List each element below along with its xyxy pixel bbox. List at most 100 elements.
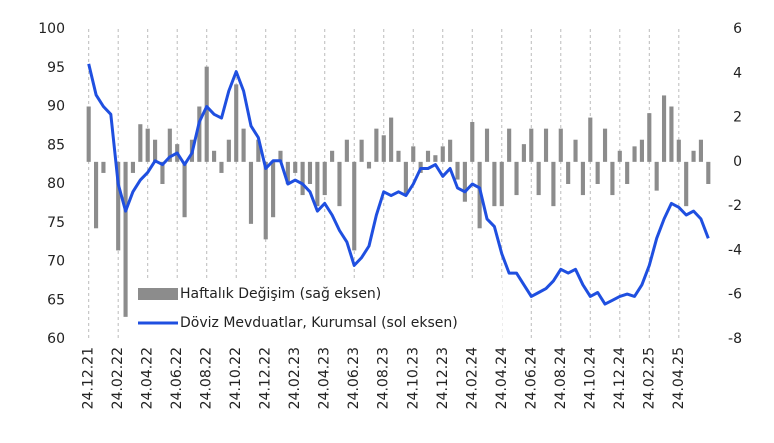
bar <box>403 161 408 196</box>
bar <box>293 161 298 173</box>
x-tick-label: 24.02.23 <box>287 347 303 409</box>
bar <box>130 161 136 173</box>
x-tick-label: 24.02.25 <box>641 347 657 409</box>
y-tick-label: 60 <box>47 331 65 347</box>
bar <box>462 161 467 202</box>
x-tick-label: 24.06.24 <box>523 347 539 409</box>
x-tick-label: 24.06.23 <box>346 347 362 409</box>
bar <box>337 161 342 207</box>
bar <box>706 161 711 184</box>
bar <box>669 106 674 162</box>
bar <box>617 150 622 162</box>
x-tick-label: 24.02.22 <box>110 347 126 409</box>
bar <box>507 128 512 162</box>
bar <box>366 161 372 169</box>
bar <box>647 113 652 162</box>
bar <box>543 128 549 162</box>
bar <box>263 161 268 240</box>
y-tick-label: 80 <box>47 176 65 192</box>
x-tick-label: 24.10.23 <box>405 347 421 409</box>
x-tick-label: 24.10.22 <box>228 347 244 409</box>
y2-tick-label: 6 <box>733 21 742 37</box>
bar <box>212 150 217 162</box>
x-tick-label: 24.04.23 <box>317 347 333 409</box>
bar <box>433 155 438 162</box>
bar <box>484 128 490 162</box>
bar <box>514 161 519 196</box>
legend-label: Haftalık Değişim (sağ eksen) <box>180 286 381 302</box>
bar <box>566 161 571 184</box>
bar <box>160 161 165 184</box>
y2-tick-label: 0 <box>733 154 742 170</box>
bar <box>477 161 482 229</box>
bar <box>204 66 209 162</box>
x-tick-label: 24.12.24 <box>612 347 628 409</box>
bar <box>684 161 689 207</box>
bar <box>448 139 453 162</box>
y2-tick-label: -8 <box>728 331 742 347</box>
bar <box>330 150 335 162</box>
bar <box>389 117 394 162</box>
bar <box>425 150 431 162</box>
bar <box>551 161 556 207</box>
y-tick-label: 85 <box>47 137 65 153</box>
y2-tick-label: 4 <box>733 65 742 81</box>
bar <box>455 161 460 180</box>
bar <box>632 146 637 162</box>
bar <box>573 139 578 162</box>
bar <box>116 161 121 251</box>
bar <box>396 150 401 162</box>
bar <box>145 128 150 162</box>
bar <box>359 139 364 162</box>
bar <box>661 95 667 162</box>
bar <box>676 139 681 162</box>
bar <box>529 128 534 162</box>
y2-tick-label: 2 <box>733 110 742 126</box>
bar <box>93 161 99 229</box>
x-tick-label: 24.12.21 <box>81 347 97 409</box>
line <box>87 63 710 306</box>
y2-tick-label: -4 <box>728 242 742 258</box>
bar <box>153 139 158 162</box>
bar <box>558 128 563 162</box>
bar <box>602 128 608 162</box>
bar <box>521 144 526 162</box>
bar <box>234 84 239 162</box>
x-tick-label: 24.06.22 <box>169 347 185 409</box>
x-tick-label: 24.10.24 <box>582 347 598 409</box>
bar <box>248 161 254 224</box>
bar <box>241 128 246 162</box>
bar <box>440 146 445 162</box>
bar <box>654 161 659 191</box>
y-tick-label: 75 <box>47 215 65 231</box>
bar <box>271 161 276 218</box>
x-tick-label: 24.04.24 <box>494 347 510 409</box>
bar <box>344 139 349 162</box>
bar <box>226 139 231 162</box>
bar <box>315 161 320 207</box>
bar <box>307 161 313 184</box>
bar <box>123 161 128 317</box>
bar <box>352 161 357 251</box>
y-tick-label: 100 <box>38 21 65 37</box>
bar <box>639 139 644 162</box>
bar <box>101 161 106 173</box>
bar <box>278 150 283 162</box>
bar <box>322 161 327 196</box>
y-tick-label: 95 <box>47 60 65 76</box>
x-tick-label: 24.04.22 <box>140 347 156 409</box>
x-tick-label: 24.08.22 <box>199 347 215 409</box>
legend-swatch <box>138 288 178 300</box>
bar <box>588 117 593 162</box>
bar <box>381 135 386 162</box>
x-tick-label: 24.04.25 <box>671 347 687 409</box>
bar <box>219 161 224 173</box>
bar <box>138 124 143 162</box>
y-tick-label: 70 <box>47 254 65 270</box>
bar <box>536 161 541 196</box>
bar <box>492 161 497 207</box>
y-tick-label: 65 <box>47 292 65 308</box>
y2-tick-label: -2 <box>728 198 742 214</box>
